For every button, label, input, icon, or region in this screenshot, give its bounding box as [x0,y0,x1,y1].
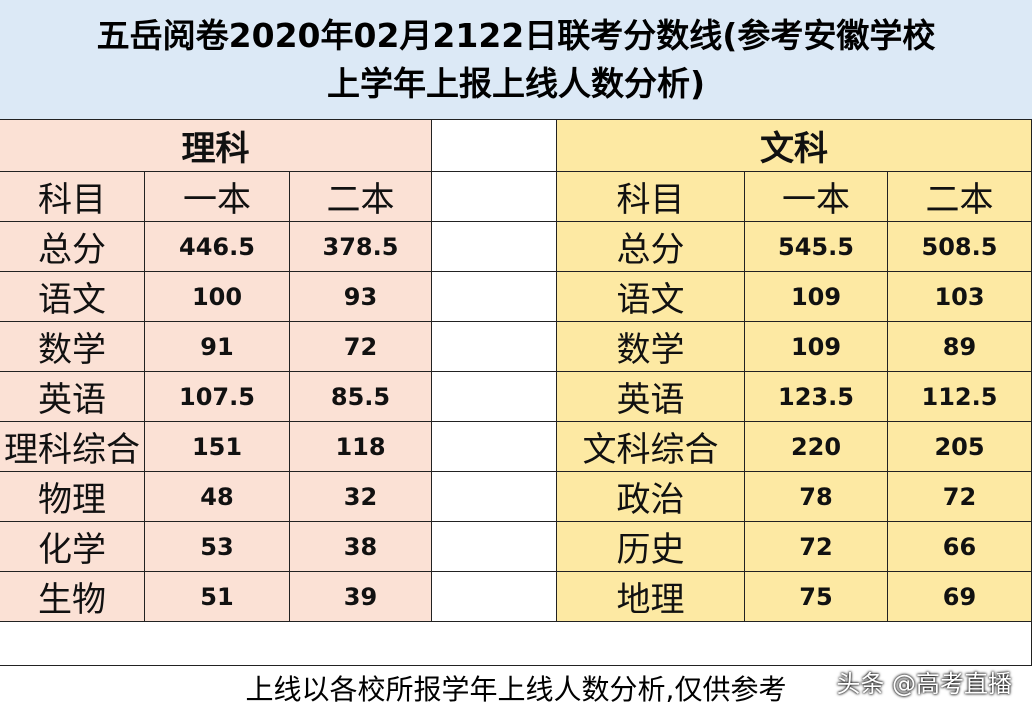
row-label: 生物 [0,572,145,622]
cell-value: 89 [888,322,1032,372]
row-label: 数学 [0,322,145,372]
blank-cell [432,222,557,272]
row-label: 政治 [557,472,745,522]
cell-value: 220 [745,422,888,472]
row-label: 总分 [0,222,145,272]
cell-value: 72 [745,522,888,572]
row-label: 语文 [0,272,145,322]
column-header: 科目 [557,172,745,222]
blank-cell [432,472,557,522]
blank-cell [432,172,557,222]
cell-value: 85.5 [290,372,432,422]
blank-cell [432,522,557,572]
section-title: 理科 [0,120,432,172]
section-title: 文科 [557,120,1032,172]
row-label: 地理 [557,572,745,622]
cell-value: 109 [745,272,888,322]
cell-value: 109 [745,322,888,372]
column-header: 科目 [0,172,145,222]
blank-cell [432,572,557,622]
cell-value: 107.5 [145,372,290,422]
cell-value: 66 [888,522,1032,572]
row-label: 物理 [0,472,145,522]
cell-value: 508.5 [888,222,1032,272]
cell-value: 48 [145,472,290,522]
row-label: 语文 [557,272,745,322]
row-label: 总分 [557,222,745,272]
cell-value: 378.5 [290,222,432,272]
column-header: 一本 [145,172,290,222]
cell-value: 91 [145,322,290,372]
title-line: 上学年上报上线人数分析) [326,63,706,103]
cell-value: 545.5 [745,222,888,272]
row-label: 英语 [557,372,745,422]
cell-value: 39 [290,572,432,622]
blank-cell [432,322,557,372]
column-header: 二本 [290,172,432,222]
cell-value: 205 [888,422,1032,472]
blank-cell [432,372,557,422]
column-header: 一本 [745,172,888,222]
cell-value: 123.5 [745,372,888,422]
column-header: 二本 [888,172,1032,222]
blank-row [0,622,1032,665]
cell-value: 446.5 [145,222,290,272]
cell-value: 38 [290,522,432,572]
cell-value: 103 [888,272,1032,322]
cell-value: 75 [745,572,888,622]
cell-value: 118 [290,422,432,472]
cell-value: 93 [290,272,432,322]
cell-value: 72 [290,322,432,372]
cell-value: 32 [290,472,432,522]
row-label: 英语 [0,372,145,422]
blank-cell [432,120,557,172]
cell-value: 72 [888,472,1032,522]
title: 五岳阅卷2020年02月2122日联考分数线(参考安徽学校 上学年上报上线人数分… [0,0,1032,120]
cell-value: 53 [145,522,290,572]
row-label: 文科综合 [557,422,745,472]
row-label: 历史 [557,522,745,572]
blank-cell [432,272,557,322]
watermark: 头条 @高考直播 [836,670,1012,698]
cell-value: 100 [145,272,290,322]
cell-value: 112.5 [888,372,1032,422]
row-label: 化学 [0,522,145,572]
row-label: 数学 [557,322,745,372]
cell-value: 151 [145,422,290,472]
footer: 上线以各校所报学年上线人数分析,仅供参考 [0,665,1032,710]
cell-value: 69 [888,572,1032,622]
cell-value: 51 [145,572,290,622]
blank-cell [432,422,557,472]
title-line: 五岳阅卷2020年02月2122日联考分数线(参考安徽学校 [96,15,936,55]
row-label: 理科综合 [0,422,145,472]
cell-value: 78 [745,472,888,522]
